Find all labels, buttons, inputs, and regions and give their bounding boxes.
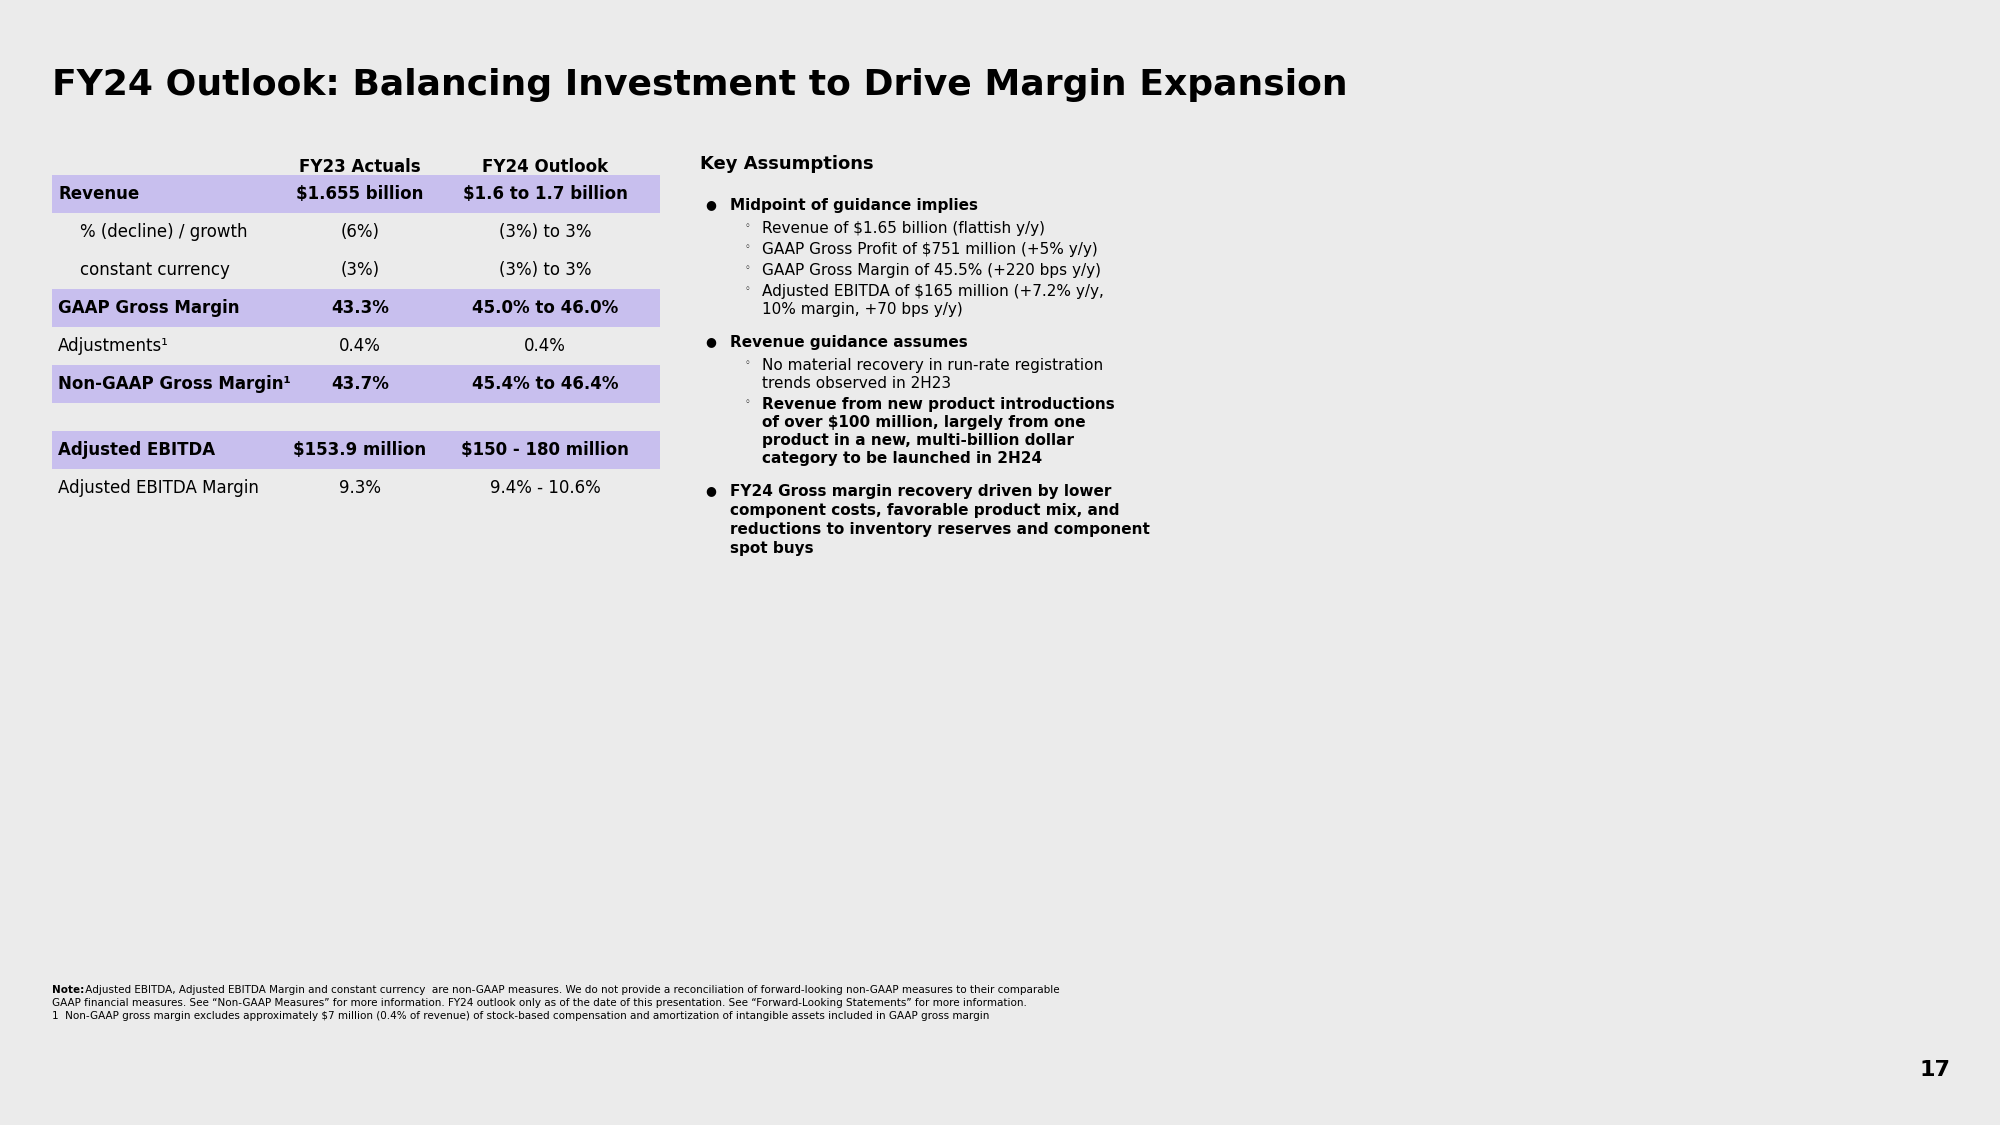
Bar bbox=[52, 364, 660, 403]
Text: (3%): (3%) bbox=[340, 261, 380, 279]
Text: component costs, favorable product mix, and: component costs, favorable product mix, … bbox=[730, 503, 1120, 518]
Text: $150 - 180 million: $150 - 180 million bbox=[462, 441, 628, 459]
Text: ●: ● bbox=[704, 198, 716, 212]
Text: GAAP Gross Profit of $751 million (+5% y/y): GAAP Gross Profit of $751 million (+5% y… bbox=[762, 242, 1098, 256]
Text: FY23 Actuals: FY23 Actuals bbox=[300, 158, 420, 176]
Text: category to be launched in 2H24: category to be launched in 2H24 bbox=[762, 451, 1042, 466]
Text: constant currency: constant currency bbox=[80, 261, 230, 279]
Bar bbox=[52, 431, 660, 469]
Text: 9.3%: 9.3% bbox=[340, 479, 380, 497]
Text: ◦: ◦ bbox=[744, 358, 750, 368]
Text: ●: ● bbox=[704, 335, 716, 348]
Text: $153.9 million: $153.9 million bbox=[294, 441, 426, 459]
Text: Revenue of $1.65 billion (flattish y/y): Revenue of $1.65 billion (flattish y/y) bbox=[762, 220, 1044, 236]
Text: 0.4%: 0.4% bbox=[340, 338, 380, 356]
Text: 43.7%: 43.7% bbox=[332, 375, 388, 393]
Text: FY24 Gross margin recovery driven by lower: FY24 Gross margin recovery driven by low… bbox=[730, 484, 1112, 500]
Bar bbox=[52, 289, 660, 327]
Text: Adjustments¹: Adjustments¹ bbox=[58, 338, 168, 356]
Text: product in a new, multi-billion dollar: product in a new, multi-billion dollar bbox=[762, 433, 1074, 448]
Text: 1  Non-GAAP gross margin excludes approximately $7 million (0.4% of revenue) of : 1 Non-GAAP gross margin excludes approxi… bbox=[52, 1011, 990, 1022]
Text: spot buys: spot buys bbox=[730, 541, 814, 556]
Text: Revenue from new product introductions: Revenue from new product introductions bbox=[762, 397, 1114, 412]
Text: 43.3%: 43.3% bbox=[332, 299, 388, 317]
Text: ◦: ◦ bbox=[744, 220, 750, 231]
Text: (3%) to 3%: (3%) to 3% bbox=[498, 261, 592, 279]
Text: Adjusted EBITDA: Adjusted EBITDA bbox=[58, 441, 216, 459]
Text: $1.6 to 1.7 billion: $1.6 to 1.7 billion bbox=[462, 184, 628, 202]
Text: trends observed in 2H23: trends observed in 2H23 bbox=[762, 376, 952, 391]
Text: of over $100 million, largely from one: of over $100 million, largely from one bbox=[762, 415, 1086, 430]
Text: Adjusted EBITDA of $165 million (+7.2% y/y,: Adjusted EBITDA of $165 million (+7.2% y… bbox=[762, 284, 1104, 299]
Text: $1.655 billion: $1.655 billion bbox=[296, 184, 424, 202]
Text: (3%) to 3%: (3%) to 3% bbox=[498, 223, 592, 241]
Text: GAAP Gross Margin of 45.5% (+220 bps y/y): GAAP Gross Margin of 45.5% (+220 bps y/y… bbox=[762, 263, 1100, 278]
Text: Midpoint of guidance implies: Midpoint of guidance implies bbox=[730, 198, 978, 213]
Text: Revenue guidance assumes: Revenue guidance assumes bbox=[730, 335, 968, 350]
Text: FY24 Outlook: FY24 Outlook bbox=[482, 158, 608, 176]
Text: 45.0% to 46.0%: 45.0% to 46.0% bbox=[472, 299, 618, 317]
Text: Key Assumptions: Key Assumptions bbox=[700, 155, 874, 173]
Text: GAAP Gross Margin: GAAP Gross Margin bbox=[58, 299, 240, 317]
Text: Adjusted EBITDA Margin: Adjusted EBITDA Margin bbox=[58, 479, 258, 497]
Text: Revenue: Revenue bbox=[58, 184, 140, 202]
Text: 45.4% to 46.4%: 45.4% to 46.4% bbox=[472, 375, 618, 393]
Text: Note:: Note: bbox=[52, 986, 84, 994]
Text: No material recovery in run-rate registration: No material recovery in run-rate registr… bbox=[762, 358, 1104, 374]
Text: ◦: ◦ bbox=[744, 263, 750, 273]
Text: 17: 17 bbox=[1920, 1060, 1950, 1080]
Text: FY24 Outlook: Balancing Investment to Drive Margin Expansion: FY24 Outlook: Balancing Investment to Dr… bbox=[52, 68, 1348, 102]
Text: 9.4% - 10.6%: 9.4% - 10.6% bbox=[490, 479, 600, 497]
Text: Non-GAAP Gross Margin¹: Non-GAAP Gross Margin¹ bbox=[58, 375, 290, 393]
Text: ◦: ◦ bbox=[744, 242, 750, 252]
Text: (6%): (6%) bbox=[340, 223, 380, 241]
Text: 0.4%: 0.4% bbox=[524, 338, 566, 356]
Text: GAAP financial measures. See “Non-GAAP Measures” for more information. FY24 outl: GAAP financial measures. See “Non-GAAP M… bbox=[52, 998, 1026, 1008]
Bar bbox=[52, 176, 660, 213]
Text: ◦: ◦ bbox=[744, 284, 750, 294]
Text: 10% margin, +70 bps y/y): 10% margin, +70 bps y/y) bbox=[762, 302, 962, 317]
Text: Adjusted EBITDA, Adjusted EBITDA Margin and constant currency  are non-GAAP meas: Adjusted EBITDA, Adjusted EBITDA Margin … bbox=[82, 986, 1060, 994]
Text: reductions to inventory reserves and component: reductions to inventory reserves and com… bbox=[730, 522, 1150, 537]
Text: ●: ● bbox=[704, 484, 716, 497]
Text: ◦: ◦ bbox=[744, 397, 750, 407]
Text: % (decline) / growth: % (decline) / growth bbox=[80, 223, 248, 241]
